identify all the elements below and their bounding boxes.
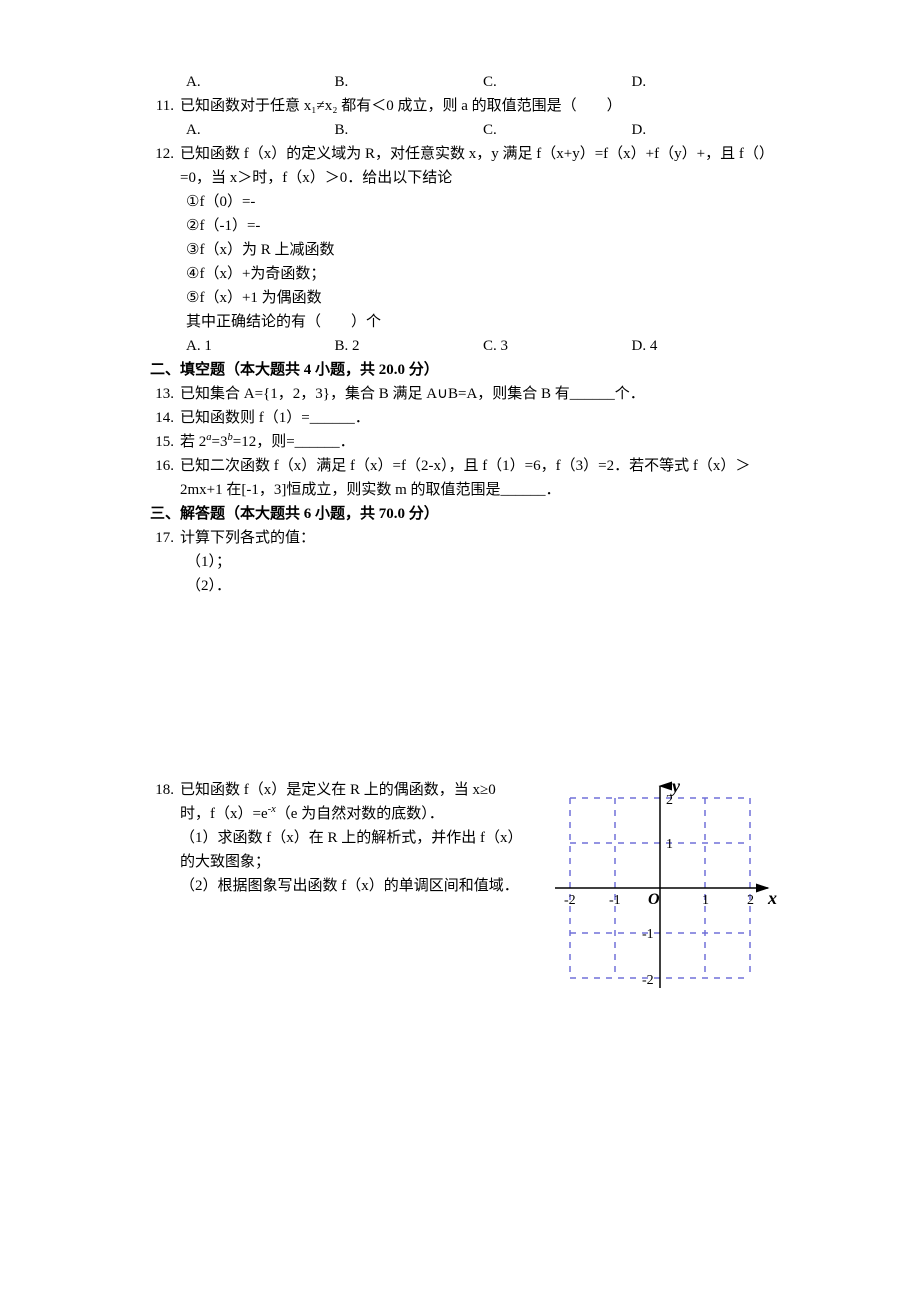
q12-l2: ②f（-1）=- xyxy=(150,214,780,238)
q12-l5: ⑤f（x）+1 为偶函数 xyxy=(150,286,780,310)
q18: 18. 已知函数 f（x）是定义在 R 上的偶函数，当 x≥0时，f（x）=e-… xyxy=(150,778,780,998)
q16-text: 已知二次函数 f（x）满足 f（x）=f（2-x），且 f（1）=6，f（3）=… xyxy=(180,454,780,502)
q10-option-b: B. xyxy=(335,70,484,94)
section3-header: 三、解答题（本大题共 6 小题，共 70.0 分） xyxy=(150,502,780,526)
q13-text: 已知集合 A={1，2，3}，集合 B 满足 A∪B=A，则集合 B 有____… xyxy=(180,382,780,406)
svg-text:-2: -2 xyxy=(564,893,576,908)
q12-option-c: C. 3 xyxy=(483,334,632,358)
q11-text: 已知函数对于任意 x₁≠x₂ 都有＜0 成立，则 a 的取值范围是（ ） xyxy=(180,94,780,118)
q17-num: 17. xyxy=(150,526,180,550)
q10-option-d: D. xyxy=(632,70,781,94)
q18-sub2: （2）根据图象写出函数 f（x）的单调区间和值域． xyxy=(180,874,520,898)
q12-option-a: A. 1 xyxy=(186,334,335,358)
q13: 13. 已知集合 A={1，2，3}，集合 B 满足 A∪B=A，则集合 B 有… xyxy=(150,382,780,406)
q11-option-b: B. xyxy=(335,118,484,142)
q14-text: 已知函数则 f（1）=______． xyxy=(180,406,780,430)
q12: 12. 已知函数 f（x）的定义域为 R，对任意实数 x，y 满足 f（x+y）… xyxy=(150,142,780,190)
q10-option-a: A. xyxy=(186,70,335,94)
q15: 15. 若 2a=3b=12，则=______． xyxy=(150,430,780,454)
svg-text:1: 1 xyxy=(702,893,709,908)
q10-option-c: C. xyxy=(483,70,632,94)
q17-text: 计算下列各式的值： xyxy=(180,526,780,550)
q11-option-a: A. xyxy=(186,118,335,142)
svg-text:-2: -2 xyxy=(642,973,654,988)
q12-option-b: B. 2 xyxy=(335,334,484,358)
q11-option-c: C. xyxy=(483,118,632,142)
coordinate-graph: y x O -2 -1 1 2 2 1 -1 -2 xyxy=(540,778,780,998)
q11: 11. 已知函数对于任意 x₁≠x₂ 都有＜0 成立，则 a 的取值范围是（ ） xyxy=(150,94,780,118)
q14: 14. 已知函数则 f（1）=______． xyxy=(150,406,780,430)
q17-sub1: （1）； xyxy=(150,550,780,574)
q11-option-d: D. xyxy=(632,118,781,142)
q13-num: 13. xyxy=(150,382,180,406)
q17-sub2: （2）． xyxy=(150,574,780,598)
q12-l1: ①f（0）=- xyxy=(150,190,780,214)
x-axis-label: x xyxy=(767,888,777,908)
q16: 16. 已知二次函数 f（x）满足 f（x）=f（2-x），且 f（1）=6，f… xyxy=(150,454,780,502)
origin-label: O xyxy=(648,891,660,908)
svg-text:2: 2 xyxy=(666,793,673,808)
q18-text: 已知函数 f（x）是定义在 R 上的偶函数，当 x≥0时，f（x）=e-x（e … xyxy=(180,778,520,998)
q11-num: 11. xyxy=(150,94,180,118)
q12-option-d: D. 4 xyxy=(632,334,781,358)
q18-sub1: （1）求函数 f（x）在 R 上的解析式，并作出 f（x）的大致图象； xyxy=(180,826,520,874)
q15-num: 15. xyxy=(150,430,180,454)
q10-options: A. B. C. D. xyxy=(150,70,780,94)
q12-l6: 其中正确结论的有（ ）个 xyxy=(150,310,780,334)
q18-num: 18. xyxy=(150,778,180,998)
q17: 17. 计算下列各式的值： xyxy=(150,526,780,550)
q11-options: A. B. C. D. xyxy=(150,118,780,142)
q12-options: A. 1 B. 2 C. 3 D. 4 xyxy=(150,334,780,358)
section2-header: 二、填空题（本大题共 4 小题，共 20.0 分） xyxy=(150,358,780,382)
q16-num: 16. xyxy=(150,454,180,502)
q12-num: 12. xyxy=(150,142,180,190)
q12-l3: ③f（x）为 R 上减函数 xyxy=(150,238,780,262)
svg-text:2: 2 xyxy=(747,893,754,908)
q12-l4: ④f（x）+为奇函数； xyxy=(150,262,780,286)
q12-text: 已知函数 f（x）的定义域为 R，对任意实数 x，y 满足 f（x+y）=f（x… xyxy=(180,142,780,190)
svg-text:-1: -1 xyxy=(609,893,621,908)
svg-text:-1: -1 xyxy=(642,927,654,942)
q14-num: 14. xyxy=(150,406,180,430)
svg-text:1: 1 xyxy=(666,837,673,852)
q15-text: 若 2a=3b=12，则=______． xyxy=(180,430,780,454)
